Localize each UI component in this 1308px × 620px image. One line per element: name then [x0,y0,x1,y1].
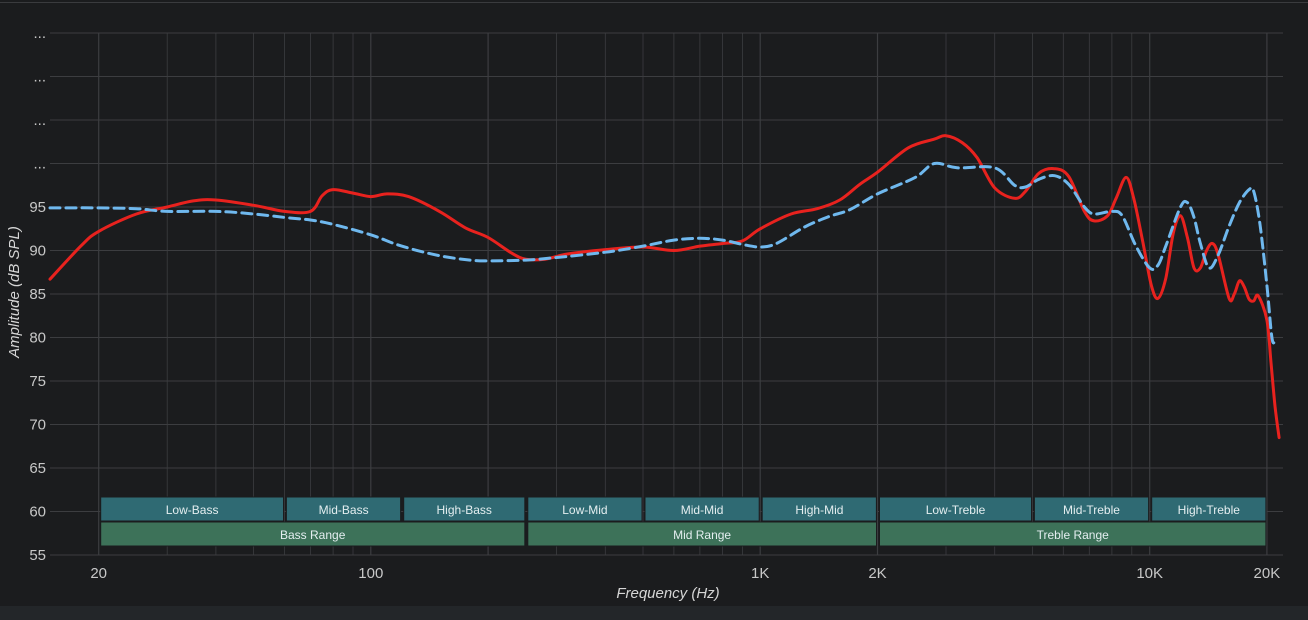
y-axis-label: Amplitude (dB SPL) [6,226,23,359]
band-high-treble: High-Treble [1151,496,1267,522]
band-label: Mid-Bass [319,503,369,517]
x-tick-label: 20 [90,565,107,582]
band-box [527,496,643,522]
band-box [1033,496,1150,522]
y-tick-label: 95 [29,199,46,216]
band-label: Bass Range [280,528,346,542]
x-tick-label: 1K [751,565,769,582]
y-tick-label: 70 [29,417,46,434]
band-low-treble: Low-Treble [879,496,1032,522]
band-low-bass: Low-Bass [100,496,284,522]
x-axis-label: Frequency (Hz) [616,585,719,602]
y-tick-label: 75 [29,373,46,390]
band-mid-range: Mid Range [527,521,877,547]
band-box [1151,496,1267,522]
band-high-bass: High-Bass [403,496,526,522]
band-mid-bass: Mid-Bass [285,496,402,522]
band-bass-range: Bass Range [100,521,526,547]
frequency-bands: Low-Bass Mid-Bass High-Bass Low-Mid Mid-Mid H… [100,496,1267,547]
grid [50,32,1283,556]
x-axis-ticks: 20 100 1K 2K 10K 20K [90,565,1280,582]
y-tick-label: ... [33,69,46,86]
y-tick-label: 85 [29,286,46,303]
band-box [100,496,284,522]
band-box [644,496,760,522]
band-box [285,496,402,522]
band-box [761,496,877,522]
band-label: High-Bass [437,503,492,517]
top-divider [0,2,1308,3]
x-tick-label: 10K [1136,565,1163,582]
band-treble-range: Treble Range [879,521,1267,547]
band-label: High-Treble [1178,503,1241,517]
band-mid-treble: Mid-Treble [1033,496,1150,522]
frequency-response-chart[interactable]: Low-Bass Mid-Bass High-Bass Low-Mid Mid-Mid H… [0,0,1308,606]
x-tick-label: 100 [358,565,383,582]
x-tick-label: 2K [868,565,886,582]
band-label: Low-Treble [926,503,986,517]
band-label: Mid-Mid [681,503,724,517]
band-box [879,521,1267,547]
y-tick-label: 80 [29,330,46,347]
band-mid-mid: Mid-Mid [644,496,760,522]
band-high-mid: High-Mid [761,496,877,522]
bottom-scrollbar[interactable] [0,606,1308,620]
band-box [403,496,526,522]
series-lines [48,134,1281,440]
y-tick-label: 60 [29,504,46,521]
band-low-mid: Low-Mid [527,496,643,522]
band-box [100,521,526,547]
band-label: High-Mid [795,503,843,517]
band-label: Low-Mid [562,503,607,517]
band-box [527,521,877,547]
y-tick-label: ... [33,112,46,129]
band-label: Mid-Treble [1063,503,1120,517]
band-label: Mid Range [673,528,731,542]
x-tick-label: 20K [1254,565,1281,582]
y-tick-label: 65 [29,460,46,477]
band-label: Treble Range [1037,528,1110,542]
series-line-1[interactable] [48,134,1281,440]
y-tick-label: ... [33,25,46,42]
y-tick-label: 55 [29,547,46,564]
band-box [879,496,1032,522]
y-axis-ticks: 55 60 65 70 75 80 85 90 95............ [29,25,46,564]
y-tick-label: 90 [29,243,46,260]
band-label: Low-Bass [166,503,219,517]
series-line-2[interactable] [48,161,1281,345]
y-tick-label: ... [33,156,46,173]
